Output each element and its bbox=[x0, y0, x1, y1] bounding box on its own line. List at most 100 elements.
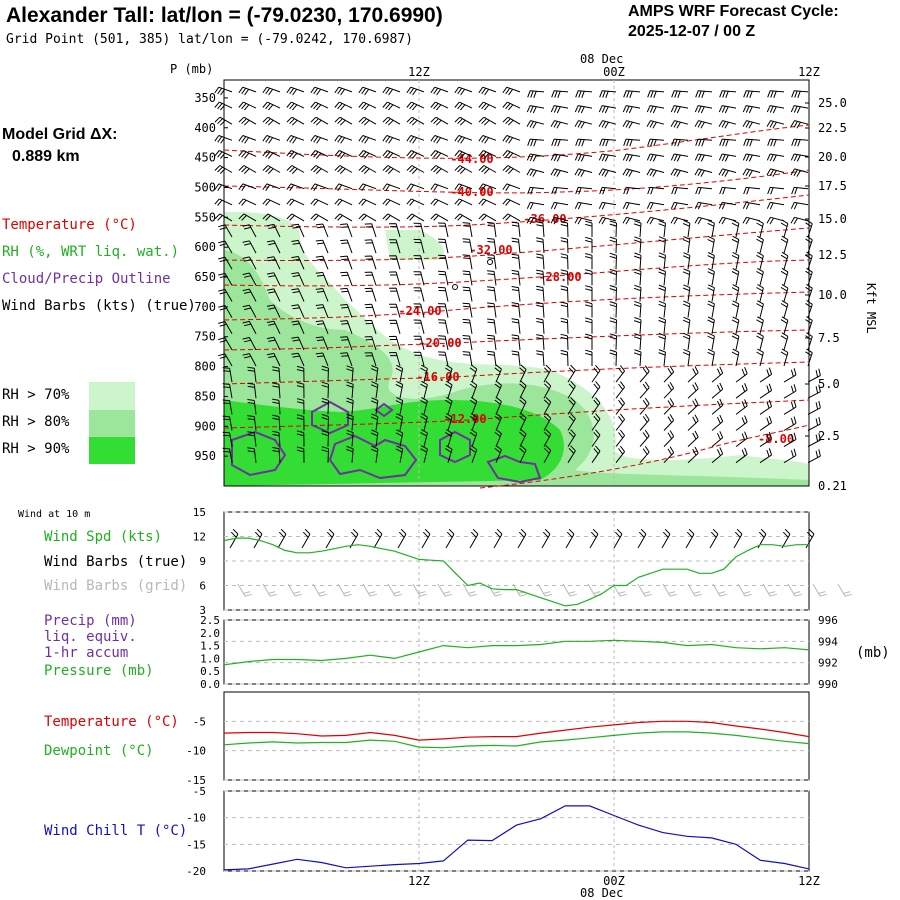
wind-speed-label: Wind Spd (kts) bbox=[44, 529, 163, 545]
wind-barb bbox=[609, 220, 617, 238]
wind-barb bbox=[687, 414, 699, 431]
wind-barb bbox=[790, 105, 809, 114]
precip-panel-frame bbox=[223, 619, 810, 685]
wind-barb bbox=[413, 255, 425, 270]
wind-barb bbox=[742, 168, 761, 177]
wind-barb bbox=[238, 165, 257, 174]
wind-barb bbox=[413, 319, 425, 334]
wind-barb bbox=[756, 235, 764, 254]
wind-barb bbox=[291, 288, 305, 302]
wind-barb bbox=[286, 198, 305, 206]
wind-barb bbox=[711, 447, 724, 464]
pressure-axis-title: P (mb) bbox=[170, 62, 214, 76]
wind-barb bbox=[286, 101, 305, 111]
wind-barb bbox=[682, 332, 691, 350]
wind-speed-line bbox=[223, 537, 809, 607]
wind-barb bbox=[756, 332, 764, 351]
wind-barb bbox=[321, 397, 329, 415]
wind-barb bbox=[598, 168, 617, 177]
wind-barb bbox=[735, 431, 748, 447]
wind-barb bbox=[502, 86, 521, 96]
wind-barb bbox=[242, 304, 257, 318]
wind-barb bbox=[591, 364, 601, 383]
precip-ytick: 1.0 bbox=[200, 652, 220, 665]
wind-barb bbox=[218, 272, 233, 286]
legend-rh70-swatch bbox=[89, 382, 135, 410]
wind-barb bbox=[478, 101, 497, 111]
wind-barb bbox=[238, 198, 257, 206]
wind-barb bbox=[780, 235, 789, 254]
wind-barb bbox=[658, 316, 666, 334]
wind-barb bbox=[395, 364, 404, 383]
wind-barb bbox=[687, 446, 699, 464]
wind-barb bbox=[639, 365, 650, 383]
wind-barb bbox=[575, 90, 593, 98]
wind-barb bbox=[550, 168, 569, 177]
kft-tick-label: 2.5 bbox=[818, 429, 840, 443]
wind-barb bbox=[646, 153, 665, 162]
wind-barb bbox=[609, 301, 617, 318]
wind-barb bbox=[550, 201, 569, 210]
top-time-tick: 12Z bbox=[798, 65, 820, 79]
wind10m-barb-grid bbox=[537, 583, 552, 597]
wind-barb bbox=[707, 300, 715, 318]
wind10m-barb-grid bbox=[762, 583, 777, 597]
wind-barb bbox=[430, 183, 449, 191]
wind10m-barb-true bbox=[397, 528, 407, 549]
wind-barb bbox=[382, 116, 401, 126]
wind-barb bbox=[585, 253, 593, 270]
wind-barb bbox=[286, 165, 305, 174]
wind-barb bbox=[502, 150, 521, 159]
wind-barb bbox=[707, 348, 715, 367]
wind-barb bbox=[682, 219, 691, 238]
wind-barb bbox=[334, 198, 353, 206]
wind-barb bbox=[731, 348, 740, 367]
wind-barb bbox=[790, 120, 809, 129]
wind-barb bbox=[622, 120, 641, 129]
wind-barb bbox=[438, 286, 449, 302]
wind-ytick: 9 bbox=[199, 555, 206, 568]
wind-barb bbox=[585, 333, 593, 350]
wind-barb bbox=[315, 223, 329, 238]
wind-barb bbox=[543, 396, 552, 415]
wind-barb bbox=[536, 301, 545, 318]
wind-barb bbox=[502, 165, 521, 174]
wind-barb bbox=[560, 333, 569, 350]
wind-barb bbox=[262, 150, 281, 159]
wind-barb bbox=[242, 353, 257, 367]
wind-barb bbox=[346, 365, 354, 383]
wind-barb bbox=[567, 397, 576, 415]
wind-barb bbox=[707, 252, 715, 270]
pressure-tick-label: 400 bbox=[194, 121, 216, 135]
wind-barb bbox=[718, 153, 737, 162]
wind-barb bbox=[742, 120, 761, 129]
wind-barb bbox=[438, 270, 449, 286]
wind-barb bbox=[766, 105, 785, 114]
wind-barb bbox=[214, 150, 233, 159]
wind-barb bbox=[478, 86, 497, 96]
wind-barb bbox=[742, 153, 761, 162]
wind-barb bbox=[766, 201, 785, 210]
wind-barb bbox=[550, 153, 569, 162]
wind-barb bbox=[420, 380, 428, 399]
wind-barb bbox=[389, 319, 401, 334]
wind-barb bbox=[756, 267, 764, 286]
wind10m-barb-grid bbox=[637, 583, 652, 597]
wind-barb bbox=[296, 365, 305, 383]
wind-barb bbox=[478, 213, 497, 222]
wind-barb bbox=[406, 135, 425, 144]
wind-barb bbox=[462, 222, 473, 238]
wind-barb bbox=[598, 216, 617, 225]
wind-barb bbox=[695, 186, 713, 195]
wind-barb bbox=[406, 165, 425, 174]
wind-barb bbox=[646, 105, 665, 114]
wind-barb bbox=[526, 168, 545, 177]
wind-barb bbox=[622, 168, 641, 177]
wind-barb bbox=[502, 116, 521, 126]
wind-barb bbox=[266, 336, 281, 351]
wind-barb bbox=[364, 271, 377, 286]
wind-barb bbox=[742, 105, 761, 114]
wind-barb bbox=[413, 222, 425, 238]
wind10m-barb-true bbox=[541, 528, 551, 549]
